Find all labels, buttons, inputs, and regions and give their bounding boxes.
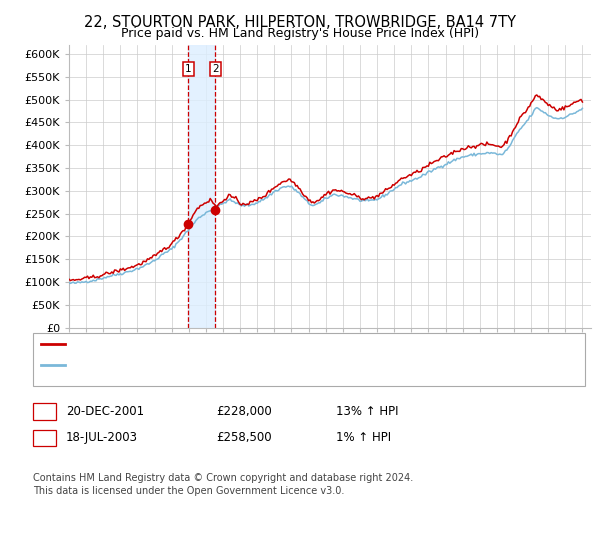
Text: 1: 1 bbox=[185, 64, 191, 74]
Text: Contains HM Land Registry data © Crown copyright and database right 2024.
This d: Contains HM Land Registry data © Crown c… bbox=[33, 473, 413, 496]
Text: 22, STOURTON PARK, HILPERTON, TROWBRIDGE, BA14 7TY: 22, STOURTON PARK, HILPERTON, TROWBRIDGE… bbox=[84, 15, 516, 30]
Text: HPI: Average price, detached house, Wiltshire: HPI: Average price, detached house, Wilt… bbox=[70, 361, 325, 370]
Text: 20-DEC-2001: 20-DEC-2001 bbox=[66, 405, 144, 418]
Text: 13% ↑ HPI: 13% ↑ HPI bbox=[336, 405, 398, 418]
Bar bbox=[188, 45, 215, 328]
Text: £228,000: £228,000 bbox=[216, 405, 272, 418]
Text: Price paid vs. HM Land Registry's House Price Index (HPI): Price paid vs. HM Land Registry's House … bbox=[121, 27, 479, 40]
Text: 2: 2 bbox=[212, 64, 218, 74]
Text: 1: 1 bbox=[41, 405, 48, 418]
Text: 2: 2 bbox=[41, 431, 48, 445]
Text: 18-JUL-2003: 18-JUL-2003 bbox=[66, 431, 138, 445]
Text: 22, STOURTON PARK, HILPERTON, TROWBRIDGE, BA14 7TY (detached house): 22, STOURTON PARK, HILPERTON, TROWBRIDGE… bbox=[70, 339, 500, 349]
Text: £258,500: £258,500 bbox=[216, 431, 272, 445]
Text: 1% ↑ HPI: 1% ↑ HPI bbox=[336, 431, 391, 445]
